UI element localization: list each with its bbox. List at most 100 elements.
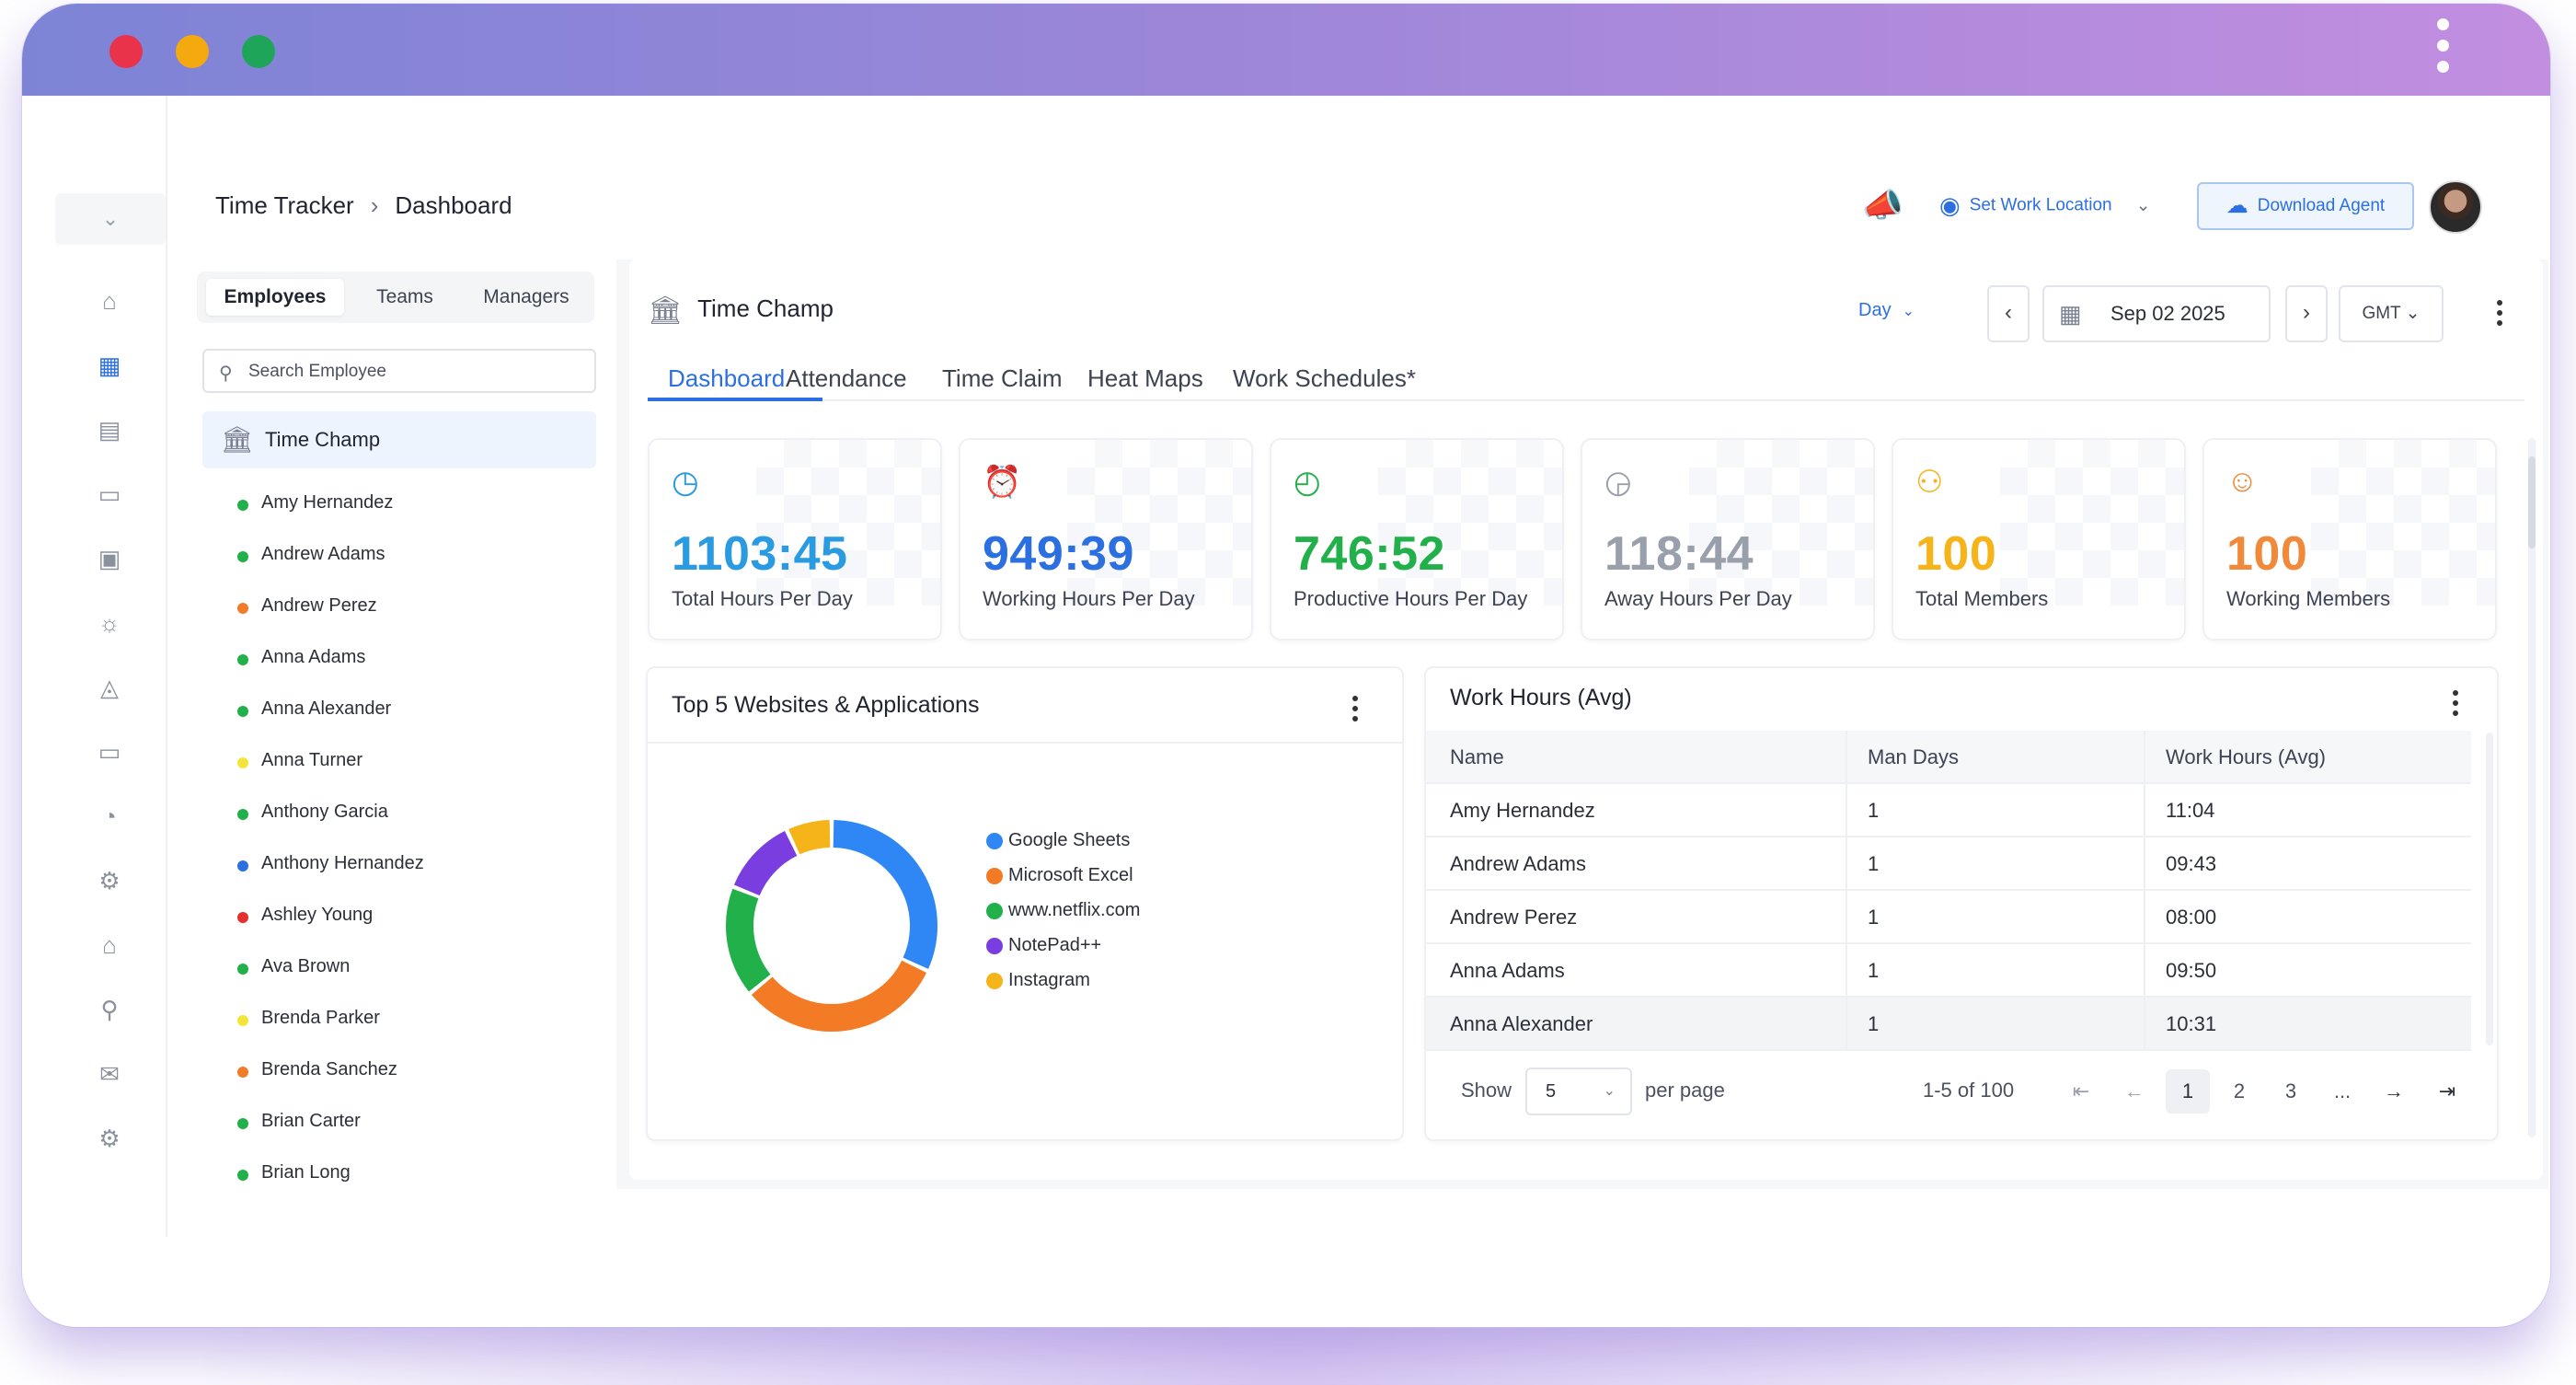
more-vertical-icon[interactable] xyxy=(1352,696,1360,726)
donut-slice[interactable] xyxy=(733,830,798,896)
monitor-icon[interactable]: ▭ xyxy=(98,738,121,766)
lightbulb-icon[interactable]: ☼ xyxy=(98,609,121,637)
list-item[interactable]: Ava Brown xyxy=(202,949,596,1000)
legend-item[interactable]: www.netflix.com xyxy=(986,898,1140,933)
tab-attendance[interactable]: Attendance xyxy=(786,364,907,392)
announcement-icon[interactable]: 📣 xyxy=(1862,186,1903,224)
legend-item[interactable]: Microsoft Excel xyxy=(986,863,1140,898)
calendar-icon: ▦ xyxy=(2059,300,2082,328)
org-item-time-champ[interactable]: 🏛 Time Champ xyxy=(202,411,596,468)
close-window-button[interactable] xyxy=(109,35,143,68)
donut-slice[interactable] xyxy=(751,960,927,1032)
table-row[interactable]: Andrew Perez 1 08:00 xyxy=(1426,891,2471,944)
stat-value: 100 xyxy=(2226,527,2308,581)
table-row[interactable]: Anna Alexander 1 10:31 xyxy=(1426,998,2471,1051)
table-cell: Anna Adams xyxy=(1450,959,1565,982)
pagination: Show 5 ⌄ per page 1-5 of 100 ⇤ ← 1 2 3 ..… xyxy=(1426,1064,2471,1119)
show-label: Show xyxy=(1461,1079,1512,1102)
mail-icon[interactable]: ✉ xyxy=(99,1060,120,1088)
list-item[interactable]: Amy Hernandez xyxy=(202,485,596,537)
list-item[interactable]: Andrew Perez xyxy=(202,588,596,640)
donut-slice[interactable] xyxy=(726,888,771,992)
download-agent-button[interactable]: ☁ Download Agent xyxy=(2197,182,2414,230)
legend-item[interactable]: Instagram xyxy=(986,968,1140,1003)
table-row[interactable]: Amy Hernandez 1 11:04 xyxy=(1426,784,2471,837)
list-item[interactable]: Brenda Sanchez xyxy=(202,1052,596,1103)
next-page-icon[interactable]: → xyxy=(2384,1079,2404,1102)
legend-item[interactable]: Google Sheets xyxy=(986,828,1140,863)
status-dot xyxy=(237,912,248,923)
list-item[interactable]: Anna Alexander xyxy=(202,691,596,743)
user-working-icon: ☺ xyxy=(2226,464,2259,499)
card-pattern xyxy=(1067,440,1251,606)
list-item[interactable]: Anna Turner xyxy=(202,743,596,794)
table-row[interactable]: Andrew Adams 1 09:43 xyxy=(1426,837,2471,891)
date-picker[interactable]: ▦ Sep 02 2025 xyxy=(2042,285,2271,342)
next-date-button[interactable]: › xyxy=(2285,285,2328,342)
settings-cog-icon[interactable]: ⚙ xyxy=(98,867,121,894)
donut-slice[interactable] xyxy=(833,820,937,969)
list-item[interactable]: Ashley Young xyxy=(202,897,596,949)
tab-dashboard[interactable]: Dashboard xyxy=(668,364,786,392)
avatar[interactable] xyxy=(2429,180,2482,234)
first-page-icon[interactable]: ⇤ xyxy=(2072,1079,2090,1102)
document-clock-icon[interactable]: ▣ xyxy=(98,545,121,572)
search-user-icon[interactable]: ⚲ xyxy=(100,996,119,1023)
stat-value: 100 xyxy=(1915,527,1997,581)
dashboard-grid-icon[interactable]: ▦ xyxy=(98,352,121,379)
list-item[interactable]: Brenda Parker xyxy=(202,1000,596,1052)
table-row[interactable]: Anna Adams 1 09:50 xyxy=(1426,944,2471,998)
tab-employees[interactable]: Employees xyxy=(206,279,344,316)
breadcrumb-root[interactable]: Time Tracker xyxy=(215,191,354,219)
tab-teams[interactable]: Teams xyxy=(376,286,433,307)
gear-icon[interactable]: ⚙ xyxy=(98,1125,121,1152)
list-item[interactable]: Anthony Garcia xyxy=(202,794,596,846)
timezone-select[interactable]: GMT ⌄ xyxy=(2339,285,2444,342)
stat-label: Productive Hours Per Day xyxy=(1294,587,1528,610)
page-button-1[interactable]: 1 xyxy=(2166,1069,2210,1114)
donut-slice[interactable] xyxy=(788,820,831,855)
search-employee-input[interactable] xyxy=(248,358,580,386)
prev-page-icon[interactable]: ← xyxy=(2124,1079,2145,1102)
list-item[interactable]: Anthony Hernandez xyxy=(202,846,596,897)
more-vertical-icon[interactable] xyxy=(2453,690,2460,721)
tab-work-schedules[interactable]: Work Schedules* xyxy=(1233,364,1416,392)
list-item[interactable]: Brian Long xyxy=(202,1155,596,1206)
tab-time-claim[interactable]: Time Claim xyxy=(942,364,1063,392)
last-page-icon[interactable]: ⇥ xyxy=(2438,1079,2456,1102)
main-scrollbar-thumb[interactable] xyxy=(2528,456,2536,548)
maximize-window-button[interactable] xyxy=(242,35,275,68)
period-select[interactable]: Day ⌄ xyxy=(1858,300,1915,321)
active-tab-indicator xyxy=(648,398,822,401)
legend-item[interactable]: NotePad++ xyxy=(986,933,1140,968)
home-gear-icon[interactable]: ⌂ xyxy=(102,931,117,959)
tab-managers[interactable]: Managers xyxy=(483,286,569,307)
status-dot xyxy=(237,500,248,511)
set-work-location-button[interactable]: ◉ Set Work Location ⌄ xyxy=(1939,191,2151,220)
page-button-3[interactable]: 3 xyxy=(2284,1079,2297,1102)
table-scrollbar[interactable] xyxy=(2486,733,2493,1045)
stat-value: 949:39 xyxy=(983,527,1134,581)
more-vertical-icon[interactable] xyxy=(2436,18,2449,85)
more-vertical-icon[interactable] xyxy=(2497,300,2504,330)
page-button-2[interactable]: 2 xyxy=(2233,1079,2246,1102)
minimize-window-button[interactable] xyxy=(176,35,209,68)
main-scrollbar[interactable] xyxy=(2528,438,2536,1137)
home-icon[interactable]: ⌂ xyxy=(102,287,117,315)
column-header-work-hours[interactable]: Work Hours (Avg) xyxy=(2144,731,2326,784)
column-header-man-days[interactable]: Man Days xyxy=(1846,731,1959,784)
download-agent-label: Download Agent xyxy=(2257,196,2386,216)
column-header-name[interactable]: Name xyxy=(1450,745,1504,768)
list-item[interactable]: Andrew Adams xyxy=(202,537,596,588)
bell-icon[interactable]: ◬ xyxy=(100,674,119,701)
per-page-select[interactable]: 5 ⌄ xyxy=(1525,1068,1632,1115)
reports-icon[interactable]: ▤ xyxy=(98,416,121,444)
prev-date-button[interactable]: ‹ xyxy=(1987,285,2030,342)
list-item[interactable]: Anna Adams xyxy=(202,640,596,691)
ticket-icon[interactable]: ▭ xyxy=(98,480,121,508)
work-hours-table: Name Man Days Work Hours (Avg) Amy Herna… xyxy=(1426,731,2471,1051)
rail-collapse-button[interactable]: ⌄ xyxy=(55,193,166,245)
tab-heat-maps[interactable]: Heat Maps xyxy=(1087,364,1203,392)
pie-chart-icon[interactable]: ◔ xyxy=(102,802,117,830)
list-item[interactable]: Brian Carter xyxy=(202,1103,596,1155)
